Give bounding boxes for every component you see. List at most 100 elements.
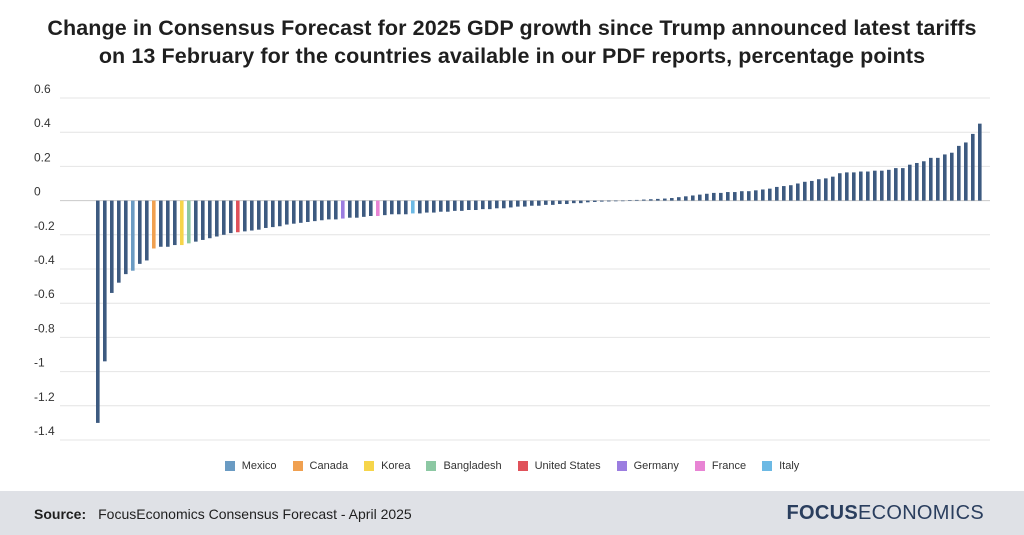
legend-swatch xyxy=(426,461,437,471)
bar xyxy=(537,200,541,206)
bar xyxy=(852,172,856,201)
bar xyxy=(495,200,499,209)
bar xyxy=(404,200,408,215)
bar xyxy=(327,200,331,220)
bar xyxy=(467,200,471,211)
bar xyxy=(691,195,695,201)
bar xyxy=(439,200,443,212)
bar xyxy=(719,192,723,201)
brand-part-2: ECONOMICS xyxy=(857,502,984,524)
bar xyxy=(334,200,338,220)
bar xyxy=(796,183,800,201)
legend-label: Mexico xyxy=(241,460,277,472)
bar xyxy=(824,178,828,201)
bar xyxy=(271,200,275,228)
bar-united-states xyxy=(236,200,240,233)
bar xyxy=(964,142,968,201)
bar xyxy=(551,200,555,205)
bar xyxy=(509,200,513,208)
bar xyxy=(173,200,177,246)
bar xyxy=(565,200,569,205)
legend-swatch xyxy=(694,461,705,471)
bar xyxy=(635,199,639,201)
y-tick-label: 0.4 xyxy=(34,116,51,130)
bar xyxy=(957,145,961,201)
bar xyxy=(313,200,317,222)
bar xyxy=(138,200,142,264)
bar xyxy=(649,199,653,201)
bar xyxy=(747,191,751,201)
bar xyxy=(677,197,681,201)
bar xyxy=(544,200,548,205)
bar xyxy=(369,200,373,216)
bar xyxy=(201,200,205,240)
bar xyxy=(705,193,709,201)
bar xyxy=(166,200,170,247)
source-label: Source: xyxy=(34,506,87,522)
bar xyxy=(257,200,261,230)
bar xyxy=(936,157,940,201)
y-tick-label: -0.2 xyxy=(34,219,55,233)
legend-label: United States xyxy=(534,460,601,472)
bar xyxy=(600,200,604,202)
bar xyxy=(845,172,849,201)
bar xyxy=(754,190,758,201)
bar xyxy=(355,200,359,218)
y-tick-label: 0 xyxy=(34,185,41,199)
bar xyxy=(432,200,436,213)
chart-title: Change in Consensus Forecast for 2025 GD… xyxy=(0,14,1024,70)
gridlines xyxy=(60,97,990,441)
bar xyxy=(642,199,646,201)
bar xyxy=(768,188,772,201)
bar xyxy=(866,171,870,201)
bar xyxy=(446,200,450,212)
bar xyxy=(159,200,163,247)
bar-france xyxy=(376,200,380,216)
bar xyxy=(502,200,506,209)
bar xyxy=(194,200,198,242)
bar xyxy=(390,200,394,215)
y-tick-label: -0.8 xyxy=(34,321,55,335)
bar xyxy=(971,133,975,201)
legend-swatch xyxy=(517,461,528,471)
bar xyxy=(348,200,352,218)
bar xyxy=(572,200,576,204)
bar xyxy=(887,169,891,201)
bar xyxy=(222,200,226,235)
bar xyxy=(481,200,485,210)
y-tick-label: -1 xyxy=(34,356,45,370)
bar xyxy=(894,168,898,201)
y-tick-label: 0.2 xyxy=(34,150,51,164)
bar xyxy=(453,200,457,211)
legend-item-mexico: Mexico xyxy=(224,460,277,472)
bar xyxy=(145,200,149,261)
bar xyxy=(278,200,282,227)
bar xyxy=(474,200,478,211)
bar xyxy=(124,200,128,275)
legend-swatch xyxy=(762,461,773,471)
bar xyxy=(915,162,919,201)
bar xyxy=(264,200,268,228)
bar xyxy=(621,200,625,202)
bar xyxy=(817,179,821,201)
legend-item-bangladesh: Bangladesh xyxy=(426,460,502,472)
legend-item-germany: Germany xyxy=(616,460,679,472)
bar xyxy=(208,200,212,239)
bar xyxy=(782,186,786,201)
bar xyxy=(740,191,744,201)
y-tick-label: -0.4 xyxy=(34,253,55,267)
bar xyxy=(285,200,289,225)
bar xyxy=(488,200,492,210)
footer: Source: FocusEconomics Consensus Forecast… xyxy=(0,491,1024,535)
y-tick-label: 0.6 xyxy=(34,82,51,96)
legend-label: Germany xyxy=(633,460,679,472)
bar xyxy=(299,200,303,223)
bar xyxy=(733,192,737,201)
bar xyxy=(103,200,107,362)
bar xyxy=(698,194,702,201)
bar-canada xyxy=(152,200,156,249)
bar xyxy=(859,171,863,201)
bar-mexico xyxy=(131,200,135,271)
y-tick-label: -1.2 xyxy=(34,390,55,404)
